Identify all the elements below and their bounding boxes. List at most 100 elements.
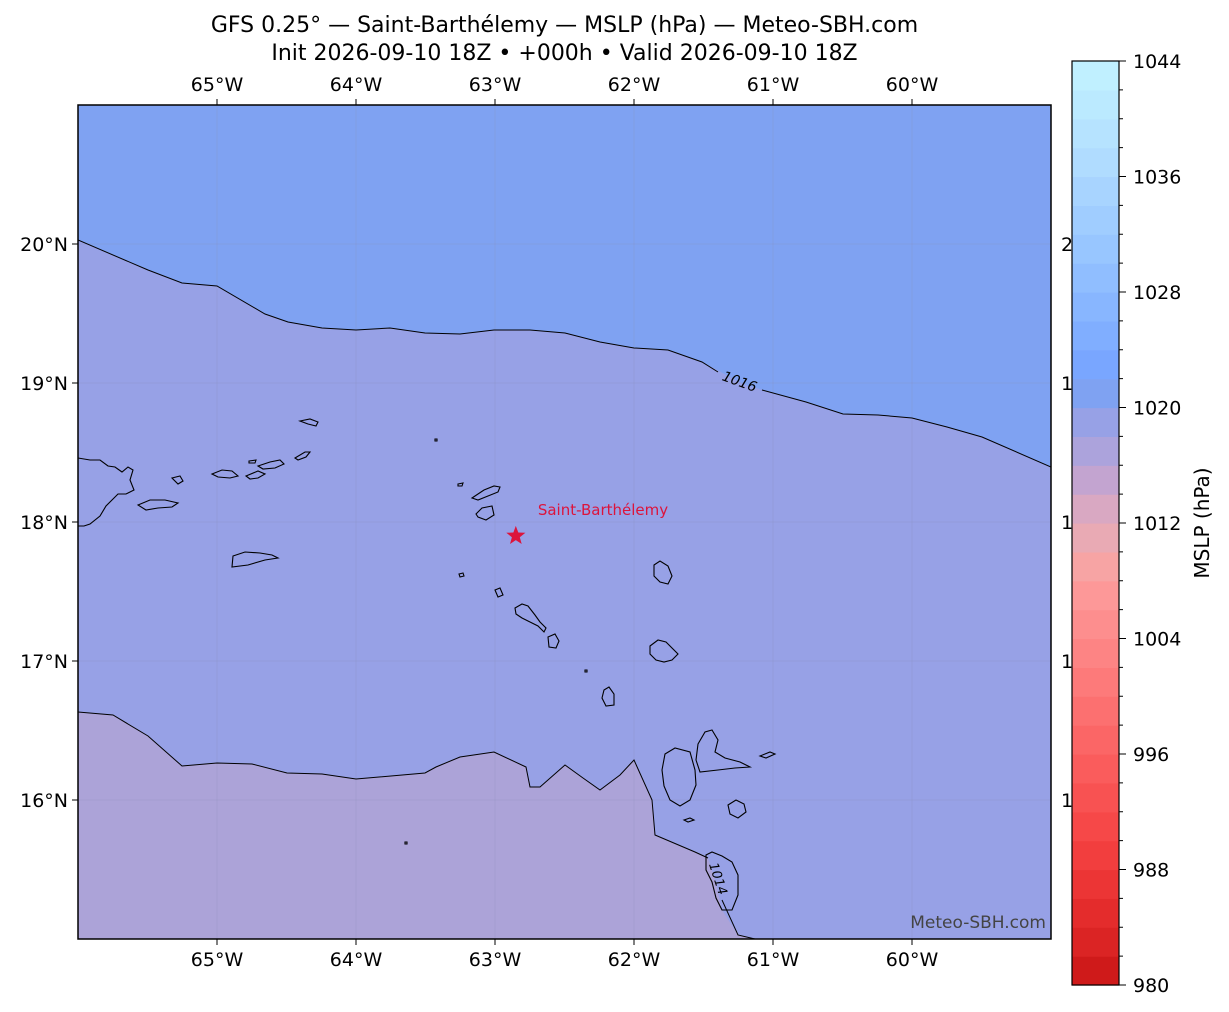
lon-label-bottom: 61°W — [747, 949, 800, 971]
anguilla-island — [470, 485, 501, 501]
st-thomas-island — [210, 469, 240, 479]
lon-label-top: 62°W — [608, 74, 661, 96]
sombrero-island — [434, 438, 438, 442]
colorbar-tick-label: 1004 — [1133, 629, 1181, 651]
culebra-island — [170, 475, 184, 485]
location-star-icon[interactable] — [506, 525, 526, 544]
lon-label-top: 60°W — [886, 74, 939, 96]
colorbar-segment — [1072, 811, 1119, 842]
la-desirade-island — [758, 751, 777, 759]
chart-title: GFS 0.25° — Saint-Barthélemy — MSLP (hPa… — [210, 13, 919, 38]
lat-label-right-partial: 1 — [1061, 512, 1073, 534]
guadeloupe-basse-terre — [661, 747, 697, 807]
colorbar-segment — [1072, 89, 1119, 120]
colorbar-segment — [1072, 292, 1119, 322]
redonda-island — [584, 669, 588, 673]
colorbar-segment — [1072, 176, 1119, 206]
colorbar-tick-label: 1044 — [1133, 51, 1181, 73]
virgin-gorda-island — [293, 451, 312, 461]
colorbar-segment — [1072, 667, 1119, 697]
small-bvi-1 — [248, 459, 257, 464]
lat-label-right-partial: 1 — [1061, 373, 1073, 395]
location-label: Saint-Barthélemy — [538, 501, 668, 519]
lon-label-bottom: 63°W — [469, 949, 522, 971]
colorbar-tick-label: 996 — [1133, 744, 1169, 766]
colorbar-tick-label: 1012 — [1133, 513, 1181, 535]
barbuda-island — [653, 560, 673, 585]
guadeloupe-grande-terre — [695, 729, 753, 773]
lat-label-right-partial: 1 — [1061, 651, 1073, 673]
watermark: Meteo-SBH.com — [910, 913, 1046, 933]
st-eustatius-island — [494, 587, 504, 598]
colorbar-tick-label: 1020 — [1133, 398, 1181, 420]
colorbar-segment — [1072, 118, 1119, 149]
coastlines — [78, 418, 777, 911]
colorbar-segment — [1072, 465, 1119, 495]
lat-label-right-partial: 2 — [1061, 234, 1073, 256]
colorbar-segment — [1072, 436, 1119, 466]
saba-island — [458, 572, 465, 578]
st-croix-island — [231, 551, 280, 568]
lon-label-top: 63°W — [469, 74, 522, 96]
lon-label-bottom: 60°W — [886, 949, 939, 971]
colorbar-tick-label: 1036 — [1133, 167, 1181, 189]
lon-label-bottom: 62°W — [608, 949, 661, 971]
colorbar-segment — [1072, 494, 1119, 524]
vieques-island — [136, 499, 180, 511]
isobar-1014 — [78, 711, 756, 939]
colorbar-segment — [1072, 320, 1119, 351]
st-john-island — [244, 470, 267, 480]
lat-label-left: 20°N — [20, 234, 68, 256]
fill-above-1016 — [78, 105, 1051, 467]
tortola-island — [256, 459, 285, 470]
lat-label-left: 19°N — [20, 373, 68, 395]
colorbar-segment — [1072, 898, 1119, 928]
colorbar-segment — [1072, 378, 1119, 409]
graticule — [78, 105, 1051, 939]
nevis-island — [547, 633, 560, 649]
colorbar-segment — [1072, 609, 1119, 640]
lat-label-right-partial: 1 — [1061, 790, 1073, 812]
colorbar-label: MSLP (hPa) — [1190, 467, 1214, 578]
colorbar-segment — [1072, 956, 1119, 986]
les-saintes-island — [682, 817, 696, 823]
lon-label-top: 65°W — [191, 74, 244, 96]
chart-subtitle: Init 2026-09-10 18Z • +000h • Valid 2026… — [271, 41, 858, 66]
isobar-1016 — [78, 239, 1051, 468]
colorbar-segment — [1072, 551, 1119, 582]
colorbar: 1044 1036 1028 1020 1012 1004 996 988 980 — [1071, 51, 1181, 997]
colorbar-segment — [1072, 61, 1119, 91]
colorbar-segment — [1072, 840, 1119, 871]
colorbar-segment — [1072, 927, 1119, 957]
map-area[interactable]: 1016 1014 Saint-Barthélemy Meteo-SBH.com — [78, 105, 1051, 939]
lat-label-left: 16°N — [20, 790, 68, 812]
colorbar-segment — [1072, 234, 1119, 264]
fill-1014-1016 — [78, 240, 1051, 939]
colorbar-segment — [1072, 638, 1119, 668]
colorbar-segment — [1072, 523, 1119, 553]
colorbar-segment — [1072, 147, 1119, 178]
colorbar-segment — [1072, 349, 1119, 380]
dominica-island — [705, 851, 739, 911]
lon-label-bottom: 65°W — [191, 949, 244, 971]
axis-ticks: 65°W 65°W 64°W 64°W 63°W 63°W 62°W 62°W 61°W 61°W… — [20, 74, 1073, 971]
colorbar-segment — [1072, 782, 1119, 813]
colorbar-segment — [1072, 205, 1119, 235]
colorbar-segment — [1072, 407, 1119, 437]
colorbar-segment — [1072, 580, 1119, 611]
colorbar-segment — [1072, 754, 1119, 784]
colorbar-segment — [1072, 869, 1119, 899]
marie-galante-island — [727, 799, 747, 819]
aves-island — [404, 841, 408, 845]
lon-label-top: 61°W — [747, 74, 800, 96]
colorbar-segment — [1072, 696, 1119, 726]
lon-label-top: 64°W — [330, 74, 383, 96]
colorbar-segment — [1072, 725, 1119, 755]
scrub-island — [457, 482, 464, 487]
st-martin-island — [475, 505, 495, 521]
colorbar-tick-label: 1028 — [1133, 282, 1181, 304]
lat-label-left: 18°N — [20, 512, 68, 534]
colorbar-tick-label: 980 — [1133, 975, 1169, 997]
anegada-island — [298, 418, 319, 427]
